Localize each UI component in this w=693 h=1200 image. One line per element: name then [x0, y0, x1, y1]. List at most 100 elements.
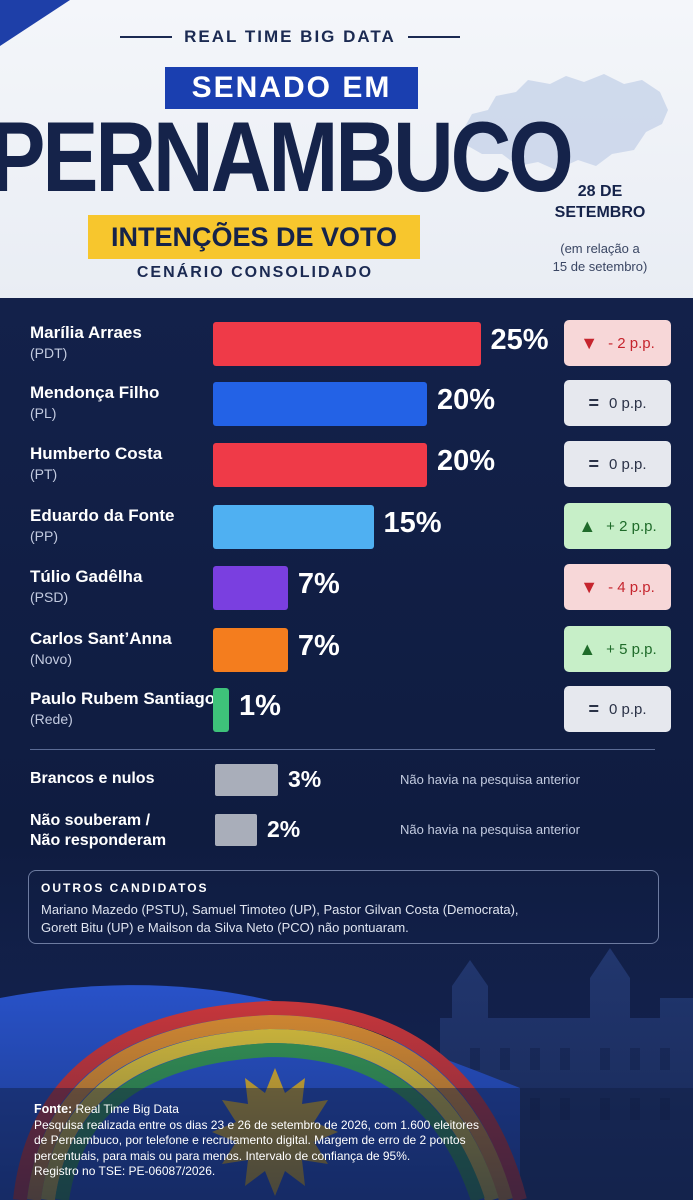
title-top: SENADO EM	[165, 67, 418, 109]
change-text: + 5 p.p.	[606, 640, 657, 658]
candidate-name: Eduardo da Fonte	[30, 506, 175, 525]
equals-icon: =	[588, 453, 599, 474]
scenario-label: CENÁRIO CONSOLIDADO	[136, 264, 374, 281]
candidate-row: Humberto Costa (PT) 20% = 0 p.p.	[0, 441, 693, 497]
main-panel: Marília Arraes (PDT) 25% ▼ - 2 p.p. Mendonça …	[0, 298, 693, 1200]
candidate-name: Mendonça Filho	[30, 383, 160, 402]
extra-label: Não souberam / Não responderam	[30, 811, 166, 851]
compare-line-2: 15 de setembro)	[552, 259, 648, 274]
arrow-up-icon: ▲	[578, 638, 597, 659]
change-text: - 4 p.p.	[608, 578, 655, 596]
brand-line-right	[407, 36, 460, 38]
change-badge: ▲ + 2 p.p.	[564, 503, 671, 549]
corner-accent	[0, 0, 70, 46]
source-line-3: percentuais, para mais ou para menos. In…	[34, 1148, 411, 1163]
bar	[213, 566, 288, 610]
extra-label-line-1: Brancos e nulos	[30, 770, 155, 787]
pernambuco-map-icon	[462, 74, 668, 170]
source-header: Fonte: Real Time Big Data	[34, 1102, 554, 1118]
candidate-row: Mendonça Filho (PL) 20% = 0 p.p.	[0, 380, 693, 436]
brand-row: REAL TIME BIG DATA	[110, 24, 470, 50]
extra-label-line-1: Não souberam /	[30, 812, 151, 829]
equals-icon: =	[588, 698, 599, 719]
brand-line-left	[120, 36, 173, 38]
candidate-row: Marília Arraes (PDT) 25% ▼ - 2 p.p.	[0, 320, 693, 376]
bar	[213, 382, 427, 426]
candidate-party: (PSD)	[30, 589, 69, 605]
extra-note: Não havia na pesquisa anterior	[400, 822, 580, 837]
date-line-1: 28 DE	[577, 183, 623, 200]
candidate-party: (Rede)	[30, 711, 73, 727]
equals-icon: =	[588, 392, 599, 413]
change-text: 0 p.p.	[608, 700, 647, 718]
bar-value-label: 15%	[383, 507, 442, 539]
change-text: 0 p.p.	[608, 394, 647, 412]
candidate-name: Marília Arraes	[30, 323, 142, 342]
date-line-2: SETEMBRO	[554, 204, 646, 221]
candidate-party: (PT)	[30, 466, 58, 482]
bar-value-label: 1%	[239, 690, 281, 722]
bar-value-label: 2%	[267, 816, 301, 842]
source-note: Fonte: Real Time Big Data Pesquisa reali…	[34, 1102, 554, 1180]
change-badge: = 0 p.p.	[564, 441, 671, 487]
source-name: Real Time Big Data	[75, 1102, 179, 1116]
pernambuco-flag-icon	[0, 938, 693, 1200]
change-badge: = 0 p.p.	[564, 686, 671, 732]
source-label: Fonte:	[34, 1102, 73, 1116]
candidate-row: Carlos Sant’Anna (Novo) 7% ▲ + 5 p.p.	[0, 626, 693, 682]
candidate-row: Túlio Gadêlha (PSD) 7% ▼ - 4 p.p.	[0, 564, 693, 620]
candidate-row: Paulo Rubem Santiago (Rede) 1% = 0 p.p.	[0, 686, 693, 742]
candidate-party: (PDT)	[30, 345, 68, 361]
candidate-name: Humberto Costa	[30, 444, 163, 463]
arrow-down-icon: ▼	[580, 576, 599, 597]
change-badge: ▼ - 4 p.p.	[564, 564, 671, 610]
bar-value-label: 25%	[490, 324, 549, 356]
others-line-1: Mariano Mazedo (PSTU), Samuel Timoteo (U…	[41, 902, 519, 917]
bar	[215, 764, 278, 796]
compare-line-1: (em relação a	[560, 241, 640, 256]
candidate-party: (PP)	[30, 528, 58, 544]
bar-value-label: 20%	[437, 384, 496, 416]
candidate-party: (PL)	[30, 405, 57, 421]
extra-note: Não havia na pesquisa anterior	[400, 772, 580, 787]
bar	[213, 688, 229, 732]
candidate-party: (Novo)	[30, 651, 73, 667]
bar	[213, 628, 288, 672]
change-text: 0 p.p.	[608, 455, 647, 473]
survey-date: 28 DE SETEMBRO	[540, 181, 660, 223]
bar-value-label: 7%	[297, 568, 340, 600]
bar	[215, 814, 257, 846]
arrow-up-icon: ▲	[578, 515, 597, 536]
change-text: - 2 p.p.	[608, 334, 655, 352]
header: REAL TIME BIG DATA SENADO EM PERNAMBUCO …	[0, 0, 693, 298]
source-line-1: Pesquisa realizada entre os dias 23 e 26…	[34, 1117, 479, 1132]
page-title: PERNAMBUCO	[0, 100, 574, 212]
candidate-name: Carlos Sant’Anna	[30, 629, 172, 648]
change-badge: ▲ + 5 p.p.	[564, 626, 671, 672]
candidate-name: Paulo Rubem Santiago	[30, 689, 216, 708]
source-line-2: de Pernambuco, por telefone e recrutamen…	[34, 1133, 466, 1147]
arrow-down-icon: ▼	[580, 332, 599, 353]
brand-name: REAL TIME BIG DATA	[184, 27, 396, 46]
bar-value-label: 20%	[437, 445, 496, 477]
others-line-2: Gorett Bitu (UP) e Mailson da Silva Neto…	[41, 920, 409, 935]
bar	[213, 322, 481, 366]
candidate-row: Eduardo da Fonte (PP) 15% ▲ + 2 p.p.	[0, 503, 693, 559]
subtitle-badge: INTENÇÕES DE VOTO	[88, 215, 420, 259]
change-badge: = 0 p.p.	[564, 380, 671, 426]
bar-value-label: 3%	[288, 766, 322, 792]
extra-label-line-2: Não responderam	[30, 832, 167, 849]
flag-illustration	[0, 938, 693, 1200]
bar-value-label: 7%	[297, 630, 340, 662]
divider	[30, 749, 655, 750]
source-line-4: Registro no TSE: PE-06087/2026.	[34, 1164, 216, 1178]
bar	[213, 443, 427, 487]
candidate-name: Túlio Gadêlha	[30, 567, 143, 586]
others-title: OUTROS CANDIDATOS	[41, 881, 209, 895]
comparison-note: (em relação a 15 de setembro)	[535, 240, 665, 276]
extra-label: Brancos e nulos	[30, 769, 154, 789]
others-box: OUTROS CANDIDATOS Mariano Mazedo (PSTU),…	[28, 870, 659, 944]
change-badge: ▼ - 2 p.p.	[564, 320, 671, 366]
bar	[213, 505, 374, 549]
